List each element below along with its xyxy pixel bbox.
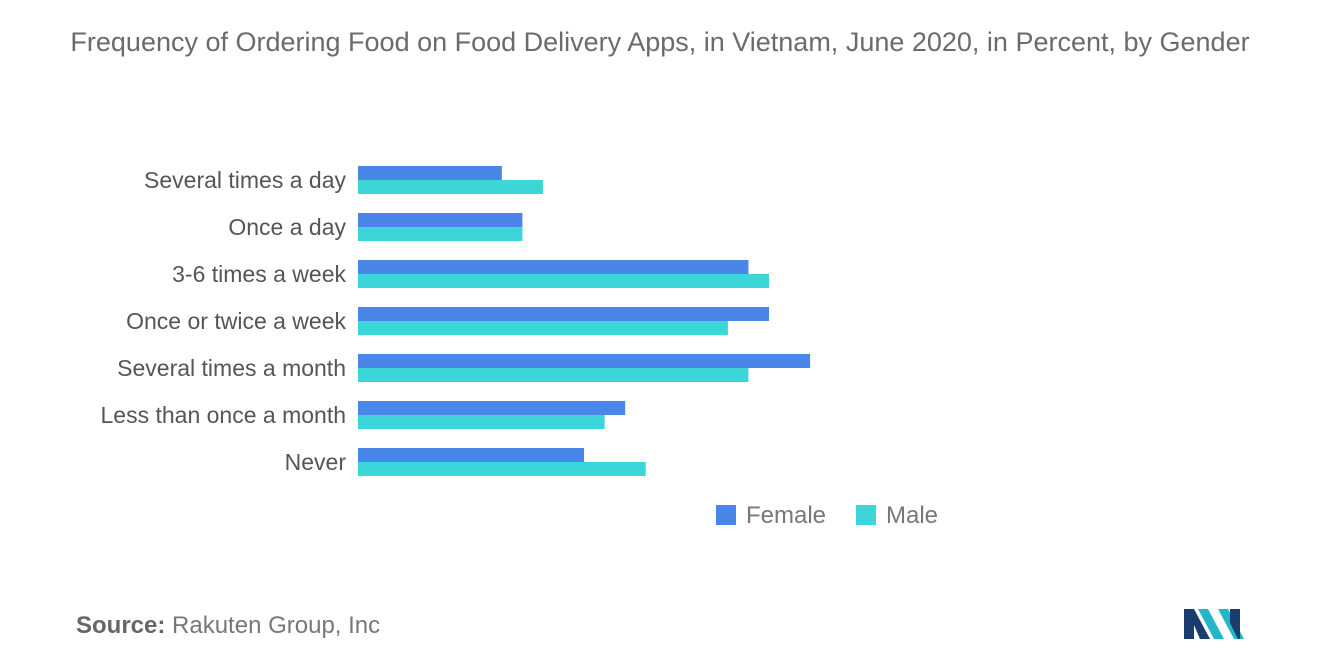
bar-male <box>358 462 646 476</box>
category-label: 3-6 times a week <box>172 261 346 287</box>
category-label: Once a day <box>228 214 346 240</box>
bars <box>358 166 811 476</box>
bar-chart: Several times a day Once a day 3-6 times a… <box>101 166 938 529</box>
category-labels: Several times a day Once a day 3-6 times a… <box>101 167 347 475</box>
bar-female <box>358 307 769 321</box>
source-note: Source: Rakuten Group, Inc <box>76 612 380 640</box>
source-text: Rakuten Group, Inc <box>172 612 381 639</box>
legend: Female Male <box>716 502 938 529</box>
bar-male <box>358 180 543 194</box>
category-label: Once or twice a week <box>126 308 346 334</box>
category-label: Several times a month <box>117 355 346 381</box>
category-label: Never <box>285 449 347 475</box>
bar-male <box>358 274 769 288</box>
legend-label-male: Male <box>886 502 938 529</box>
mordor-intelligence-logo-icon <box>1184 609 1244 639</box>
bar-male <box>358 368 749 382</box>
legend-swatch-female <box>716 505 736 525</box>
category-label: Less than once a month <box>101 402 347 428</box>
bar-male <box>358 415 605 429</box>
bar-male <box>358 321 728 335</box>
bar-female <box>358 401 626 415</box>
bar-male <box>358 227 523 241</box>
bar-female <box>358 213 523 227</box>
bar-female <box>358 260 749 274</box>
bar-female <box>358 448 585 462</box>
source-label: Source: <box>76 612 166 639</box>
bar-female <box>358 166 502 180</box>
legend-swatch-male <box>856 505 876 525</box>
bar-female <box>358 354 811 368</box>
legend-label-female: Female <box>746 502 826 529</box>
chart-title: Frequency of Ordering Food on Food Deliv… <box>70 27 1250 57</box>
category-label: Several times a day <box>144 167 346 193</box>
